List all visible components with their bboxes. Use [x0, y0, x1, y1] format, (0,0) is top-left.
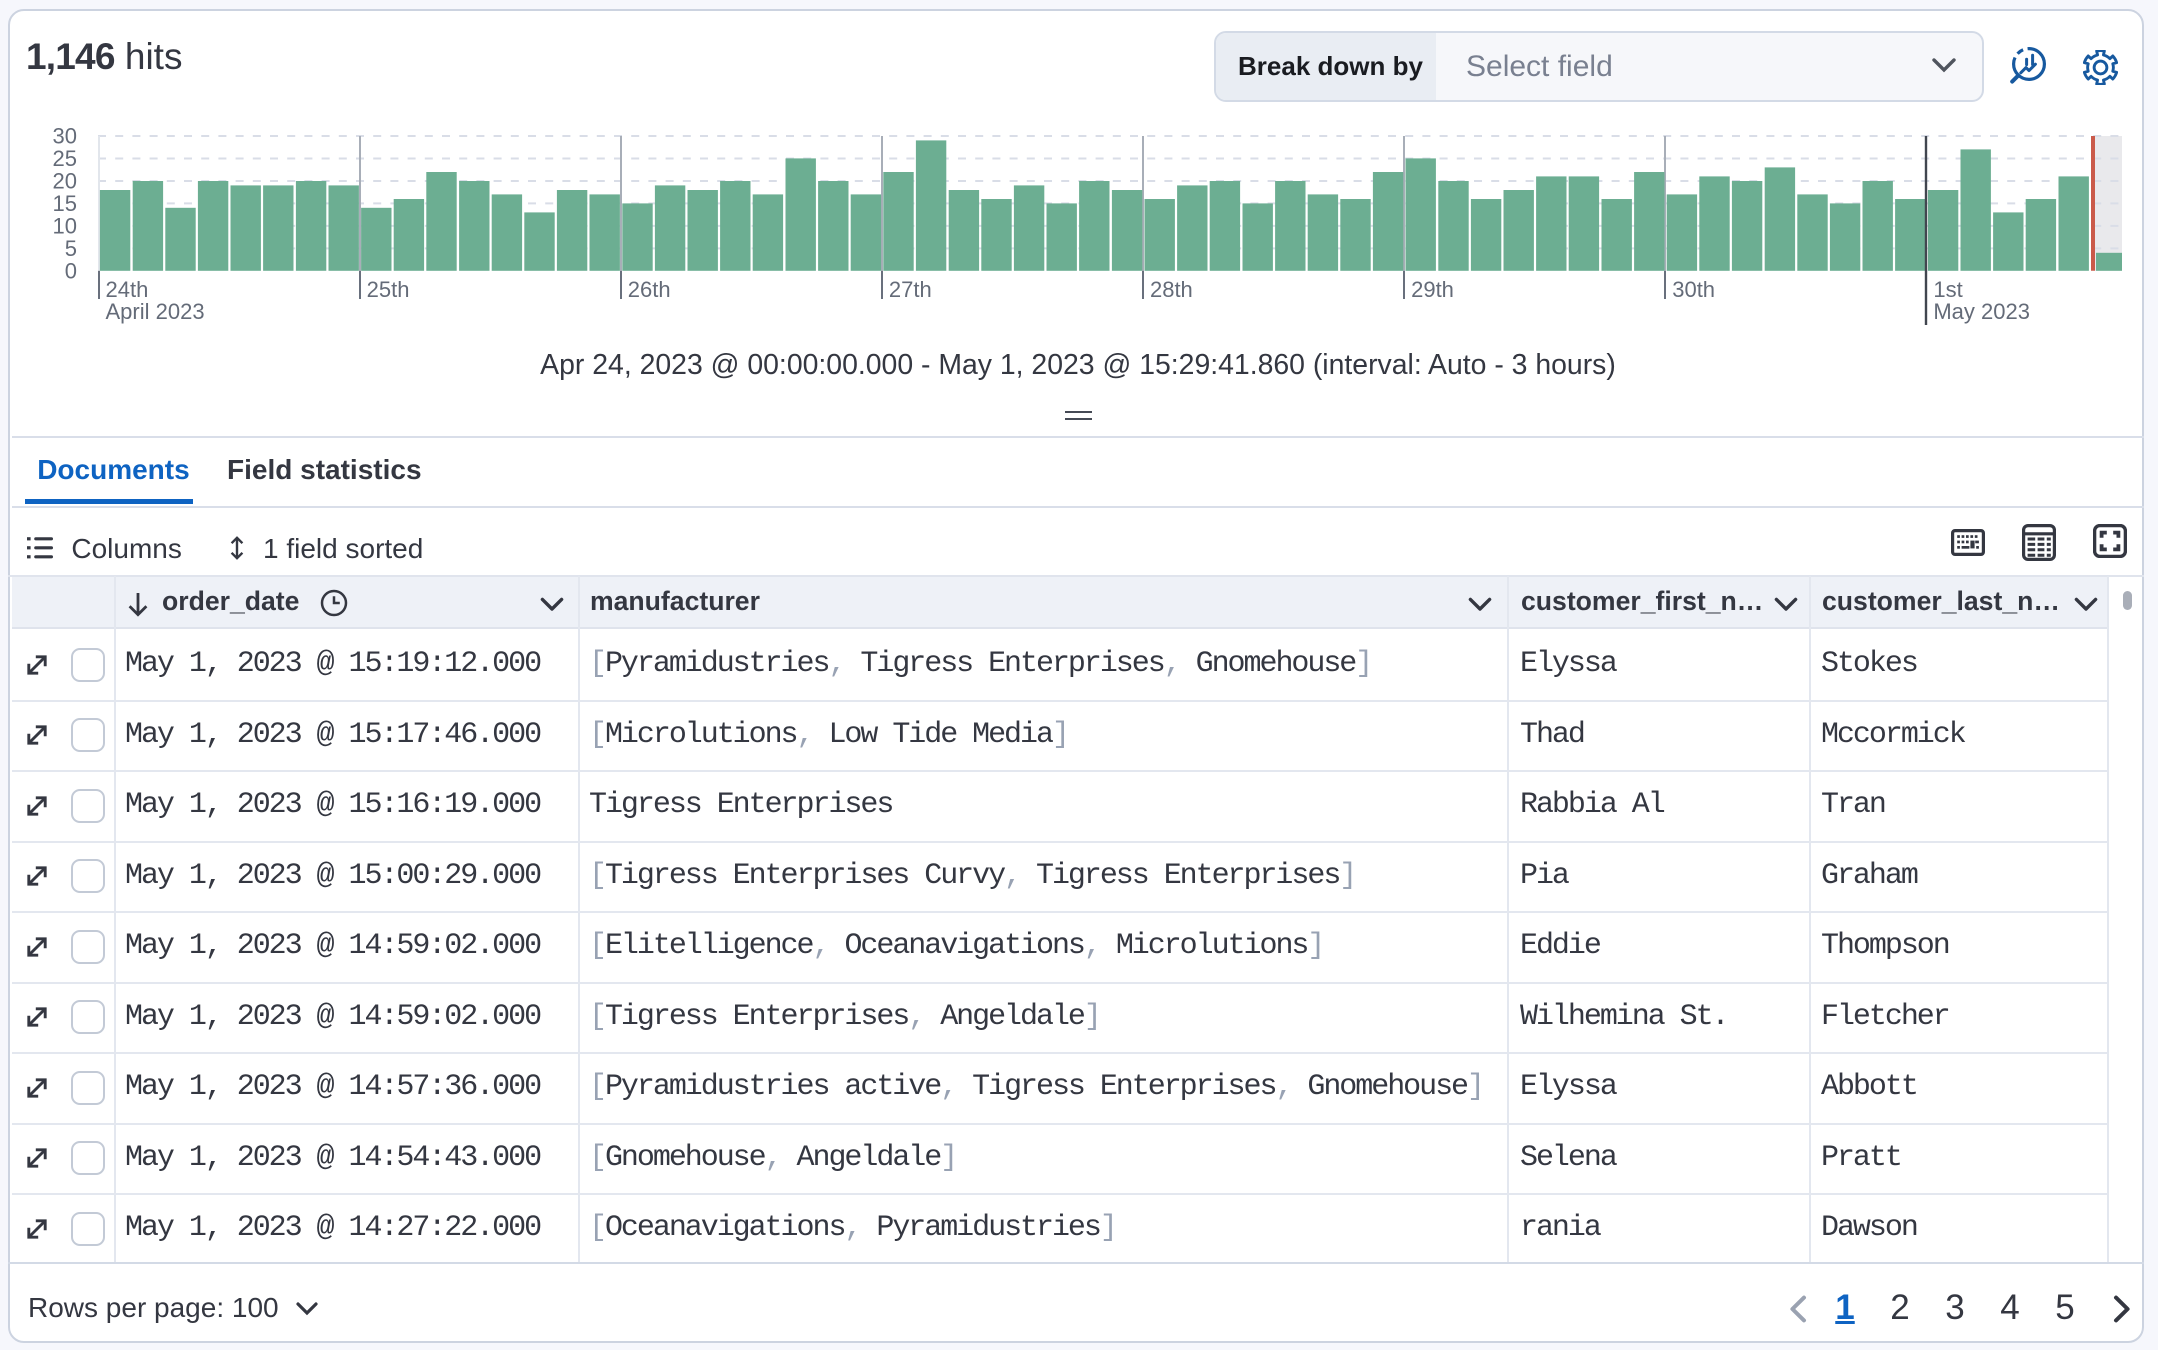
svg-text:5: 5	[65, 236, 77, 261]
svg-text:20: 20	[53, 168, 77, 193]
svg-text:26th: 26th	[628, 277, 671, 302]
svg-text:30: 30	[53, 124, 77, 149]
svg-text:28th: 28th	[1150, 277, 1193, 302]
svg-text:May 2023: May 2023	[1933, 299, 2030, 324]
svg-text:24th: 24th	[106, 277, 149, 302]
svg-text:0: 0	[65, 258, 77, 283]
svg-text:30th: 30th	[1672, 277, 1715, 302]
svg-text:April 2023: April 2023	[106, 299, 205, 324]
svg-text:1st: 1st	[1933, 277, 1962, 302]
svg-text:29th: 29th	[1411, 277, 1454, 302]
svg-text:10: 10	[53, 213, 77, 238]
svg-text:15: 15	[53, 191, 77, 216]
svg-text:25: 25	[53, 146, 77, 171]
svg-text:25th: 25th	[367, 277, 410, 302]
svg-text:27th: 27th	[889, 277, 932, 302]
